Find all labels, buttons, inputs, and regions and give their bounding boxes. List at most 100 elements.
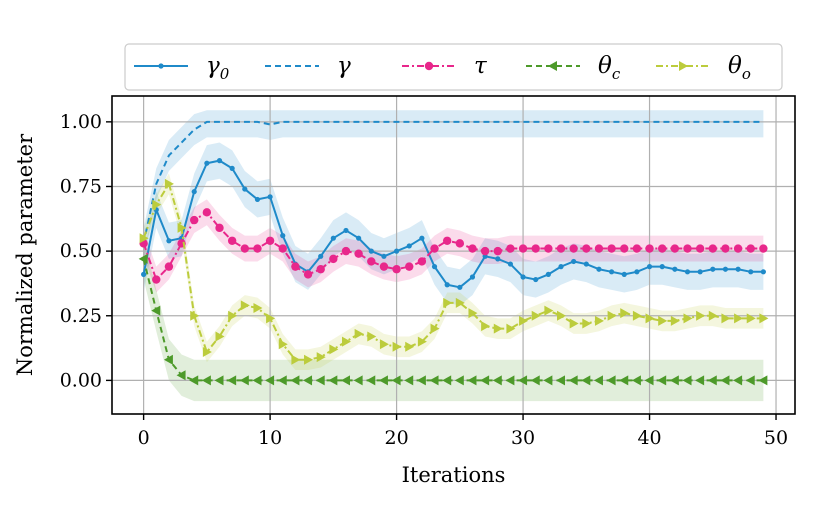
data-point (722, 266, 729, 272)
data-point (569, 318, 579, 329)
data-point (278, 339, 288, 350)
legend-label-main: θ (598, 53, 612, 79)
data-point (469, 274, 476, 280)
data-point (139, 233, 149, 244)
data-point (596, 266, 602, 272)
data-point (353, 375, 363, 386)
data-point (430, 244, 439, 253)
data-point (163, 354, 173, 365)
data-point (329, 254, 338, 264)
data-point (277, 375, 287, 386)
data-point (214, 375, 224, 386)
plot-frame (111, 95, 796, 415)
data-point (518, 244, 528, 253)
data-point (404, 375, 414, 386)
data-point (645, 313, 655, 324)
data-point (329, 344, 339, 355)
data-point (378, 375, 388, 386)
data-point (594, 315, 604, 326)
data-point (493, 246, 502, 256)
data-point (424, 61, 434, 71)
data-point (620, 244, 629, 253)
data-point (303, 270, 313, 279)
data-point (583, 261, 589, 267)
data-point (166, 238, 172, 244)
data-point (658, 315, 668, 326)
data-point (631, 375, 641, 386)
data-point (721, 244, 730, 253)
data-point (367, 257, 376, 266)
data-point (228, 310, 238, 321)
data-point (176, 370, 186, 381)
data-point (682, 375, 692, 386)
data-point (227, 236, 237, 245)
legend-label-sub: o (742, 65, 751, 83)
legend-label: θo (728, 53, 751, 83)
data-point (343, 227, 349, 234)
data-point (204, 160, 210, 166)
legend-label-main: θ (728, 53, 742, 79)
data-point (393, 248, 400, 254)
data-point (455, 297, 465, 308)
data-point (341, 246, 351, 256)
y-tick-label: 0.00 (60, 369, 102, 391)
data-point (419, 235, 425, 241)
axis-ticks: 0 10 20 30 40 50 0.00 0.25 0.50 0.75 1.00 (60, 111, 788, 449)
data-point (303, 375, 313, 386)
data-point (158, 63, 164, 69)
data-point (533, 276, 539, 283)
data-point (507, 261, 514, 267)
data-point (481, 321, 491, 332)
data-point (670, 244, 680, 253)
legend-label: θc (598, 53, 621, 83)
data-point (267, 194, 273, 200)
data-point (480, 246, 490, 256)
data-point (620, 308, 630, 319)
data-point (468, 308, 478, 319)
legend-entry: γ0 (134, 53, 230, 83)
data-point (593, 375, 603, 386)
data-point (505, 375, 515, 386)
data-point (417, 336, 427, 347)
data-point (151, 305, 161, 316)
data-point (430, 323, 440, 334)
data-point (733, 244, 743, 253)
data-point (518, 375, 528, 386)
data-point (291, 262, 300, 271)
data-point (710, 266, 716, 272)
y-tick-label: 0.50 (60, 240, 102, 262)
data-point (558, 264, 564, 270)
data-point (252, 375, 262, 386)
legend-label: γ0 (206, 53, 230, 83)
data-point (227, 375, 237, 386)
data-point (733, 375, 743, 386)
data-point (530, 375, 540, 386)
data-point (416, 375, 426, 386)
confidence-bands (143, 110, 764, 402)
data-point (304, 354, 314, 365)
data-point (239, 375, 249, 386)
data-point (696, 310, 706, 321)
data-point (720, 375, 730, 386)
data-point (707, 375, 717, 386)
data-point (316, 265, 325, 274)
data-point (190, 310, 200, 321)
data-point (291, 354, 301, 365)
x-tick-label: 30 (511, 427, 535, 449)
data-point (582, 244, 591, 253)
data-point (454, 375, 464, 386)
legend-entry: θo (656, 53, 751, 83)
legend-label: γ (337, 53, 351, 79)
data-point (746, 313, 756, 324)
data-point (354, 328, 364, 339)
data-point (672, 266, 678, 272)
data-point (356, 235, 362, 241)
data-point (330, 235, 336, 241)
data-point (545, 271, 551, 277)
data-point (455, 239, 465, 248)
data-point (240, 244, 250, 253)
data-point (290, 375, 300, 386)
data-point (164, 178, 174, 189)
legend-label-sub: 0 (220, 65, 230, 83)
